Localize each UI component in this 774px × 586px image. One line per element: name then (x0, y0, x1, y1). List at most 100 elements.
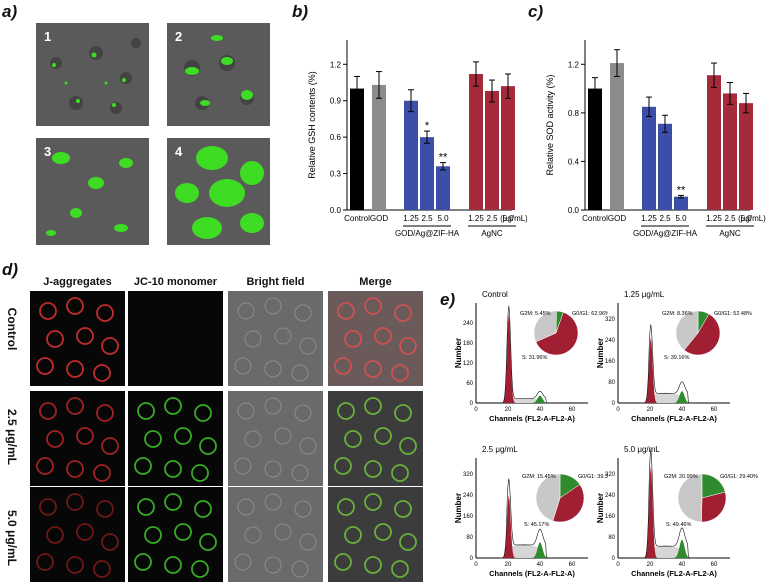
confocal-image (328, 291, 423, 386)
cell (374, 427, 392, 445)
x-tick-label: 40 (679, 407, 686, 413)
histogram-title: 5.0 μg/mL (624, 445, 660, 454)
column-header: JC-10 monomer (133, 276, 218, 288)
pie-slice (535, 311, 579, 356)
pie-label: S: 49.46% (666, 522, 691, 528)
micrograph-4: 4 (167, 138, 270, 245)
cell (66, 397, 84, 415)
x-axis-label: Channels (FL2-A-FL2-A) (489, 569, 575, 578)
cell (199, 437, 217, 455)
unit-label: (μg/mL) (738, 214, 766, 223)
cell (234, 553, 252, 571)
cells-overlay (134, 397, 217, 482)
histogram-title: Control (482, 290, 508, 299)
bar (372, 84, 386, 210)
x-tick-label: 2.5 (486, 214, 498, 223)
cell (291, 364, 309, 382)
cell (93, 464, 111, 482)
pie-slice (677, 473, 703, 523)
x-tick-label: 0 (616, 407, 620, 413)
cell (66, 460, 84, 478)
y-tick-label: 160 (605, 514, 616, 520)
y-tick-label: 240 (463, 493, 474, 499)
cells-overlay (36, 493, 119, 578)
cells-overlay (36, 297, 119, 382)
s-phase-area (504, 398, 544, 403)
micrograph-1: 1 (36, 23, 149, 126)
cell (194, 500, 212, 518)
confocal-image (228, 487, 323, 582)
y-tick-label: 80 (466, 535, 473, 541)
bar (642, 106, 656, 210)
significance-label: * (425, 120, 430, 132)
cell (399, 437, 417, 455)
y-tick-label: 0.0 (330, 206, 342, 215)
significance-label: ** (439, 152, 448, 164)
cell (299, 533, 317, 551)
cell (46, 330, 64, 348)
cell (294, 404, 312, 422)
cell (299, 337, 317, 355)
cell-cycle-control: Control 0 60 120 180 240 0 20 40 60 Number Channels… (454, 290, 608, 423)
column-header: Merge (359, 276, 392, 288)
sod-bar-chart: 0.0 0.4 0.8 1.2 Relative SOD activity (%) Con… (545, 40, 766, 238)
cell (364, 397, 382, 415)
cell (391, 464, 409, 482)
bar (350, 88, 364, 210)
y-tick-label: 240 (605, 493, 616, 499)
cells-overlay (134, 493, 217, 578)
cell (264, 297, 282, 315)
cell (137, 402, 155, 420)
y-tick-label: 320 (605, 472, 616, 478)
x-axis-label: Channels (FL2-A-FL2-A) (631, 414, 717, 423)
bar (739, 103, 753, 210)
cell (264, 460, 282, 478)
y-tick-label: 0.8 (568, 109, 580, 118)
y-tick-label: 80 (608, 535, 615, 541)
bar (436, 166, 450, 210)
confocal-image (30, 487, 125, 582)
cell (137, 498, 155, 516)
x-tick-label: 2.5 (724, 214, 736, 223)
group-label: GOD/Ag@ZIF-HA (395, 229, 460, 238)
x-tick-label: 2.5 (421, 214, 433, 223)
cell (199, 533, 217, 551)
cell (294, 500, 312, 518)
row-label: 5.0 μg/mL (5, 509, 19, 567)
cell (36, 457, 54, 475)
g2-peak (672, 391, 692, 403)
x-tick-label: GOD (370, 214, 388, 223)
histogram-trace (498, 305, 556, 404)
confocal-image (30, 291, 125, 386)
cell (76, 427, 94, 445)
cell (76, 523, 94, 541)
x-tick-label: 60 (711, 562, 718, 568)
x-tick-label: Control (344, 214, 370, 223)
x-tick-label: 5.0 (675, 214, 687, 223)
y-tick-label: 0 (470, 556, 474, 562)
pie-label: G2M: 5.45% (520, 311, 551, 317)
bar (658, 123, 672, 210)
image-number: 3 (44, 144, 52, 159)
x-tick-label: 60 (569, 562, 576, 568)
histogram-title: 1.25 μg/mL (624, 290, 665, 299)
bar (420, 137, 434, 210)
cell (391, 560, 409, 578)
cell (66, 360, 84, 378)
pie-label: S: 45.17% (524, 522, 549, 528)
g1-peak (500, 494, 518, 558)
x-tick-label: 40 (537, 562, 544, 568)
y-tick-label: 0 (612, 556, 616, 562)
x-tick-label: 1.25 (403, 214, 419, 223)
cell (76, 327, 94, 345)
image-number: 4 (175, 144, 183, 159)
bar (469, 74, 483, 210)
cell (364, 360, 382, 378)
cells-overlay (128, 291, 223, 386)
pie-label: G2M: 15.45% (522, 474, 556, 480)
bar (610, 63, 624, 211)
panel-letter-c: c) (528, 2, 544, 21)
confocal-image (128, 291, 223, 386)
y-tick-label: 0.4 (568, 157, 580, 166)
cells-overlay (36, 397, 119, 482)
